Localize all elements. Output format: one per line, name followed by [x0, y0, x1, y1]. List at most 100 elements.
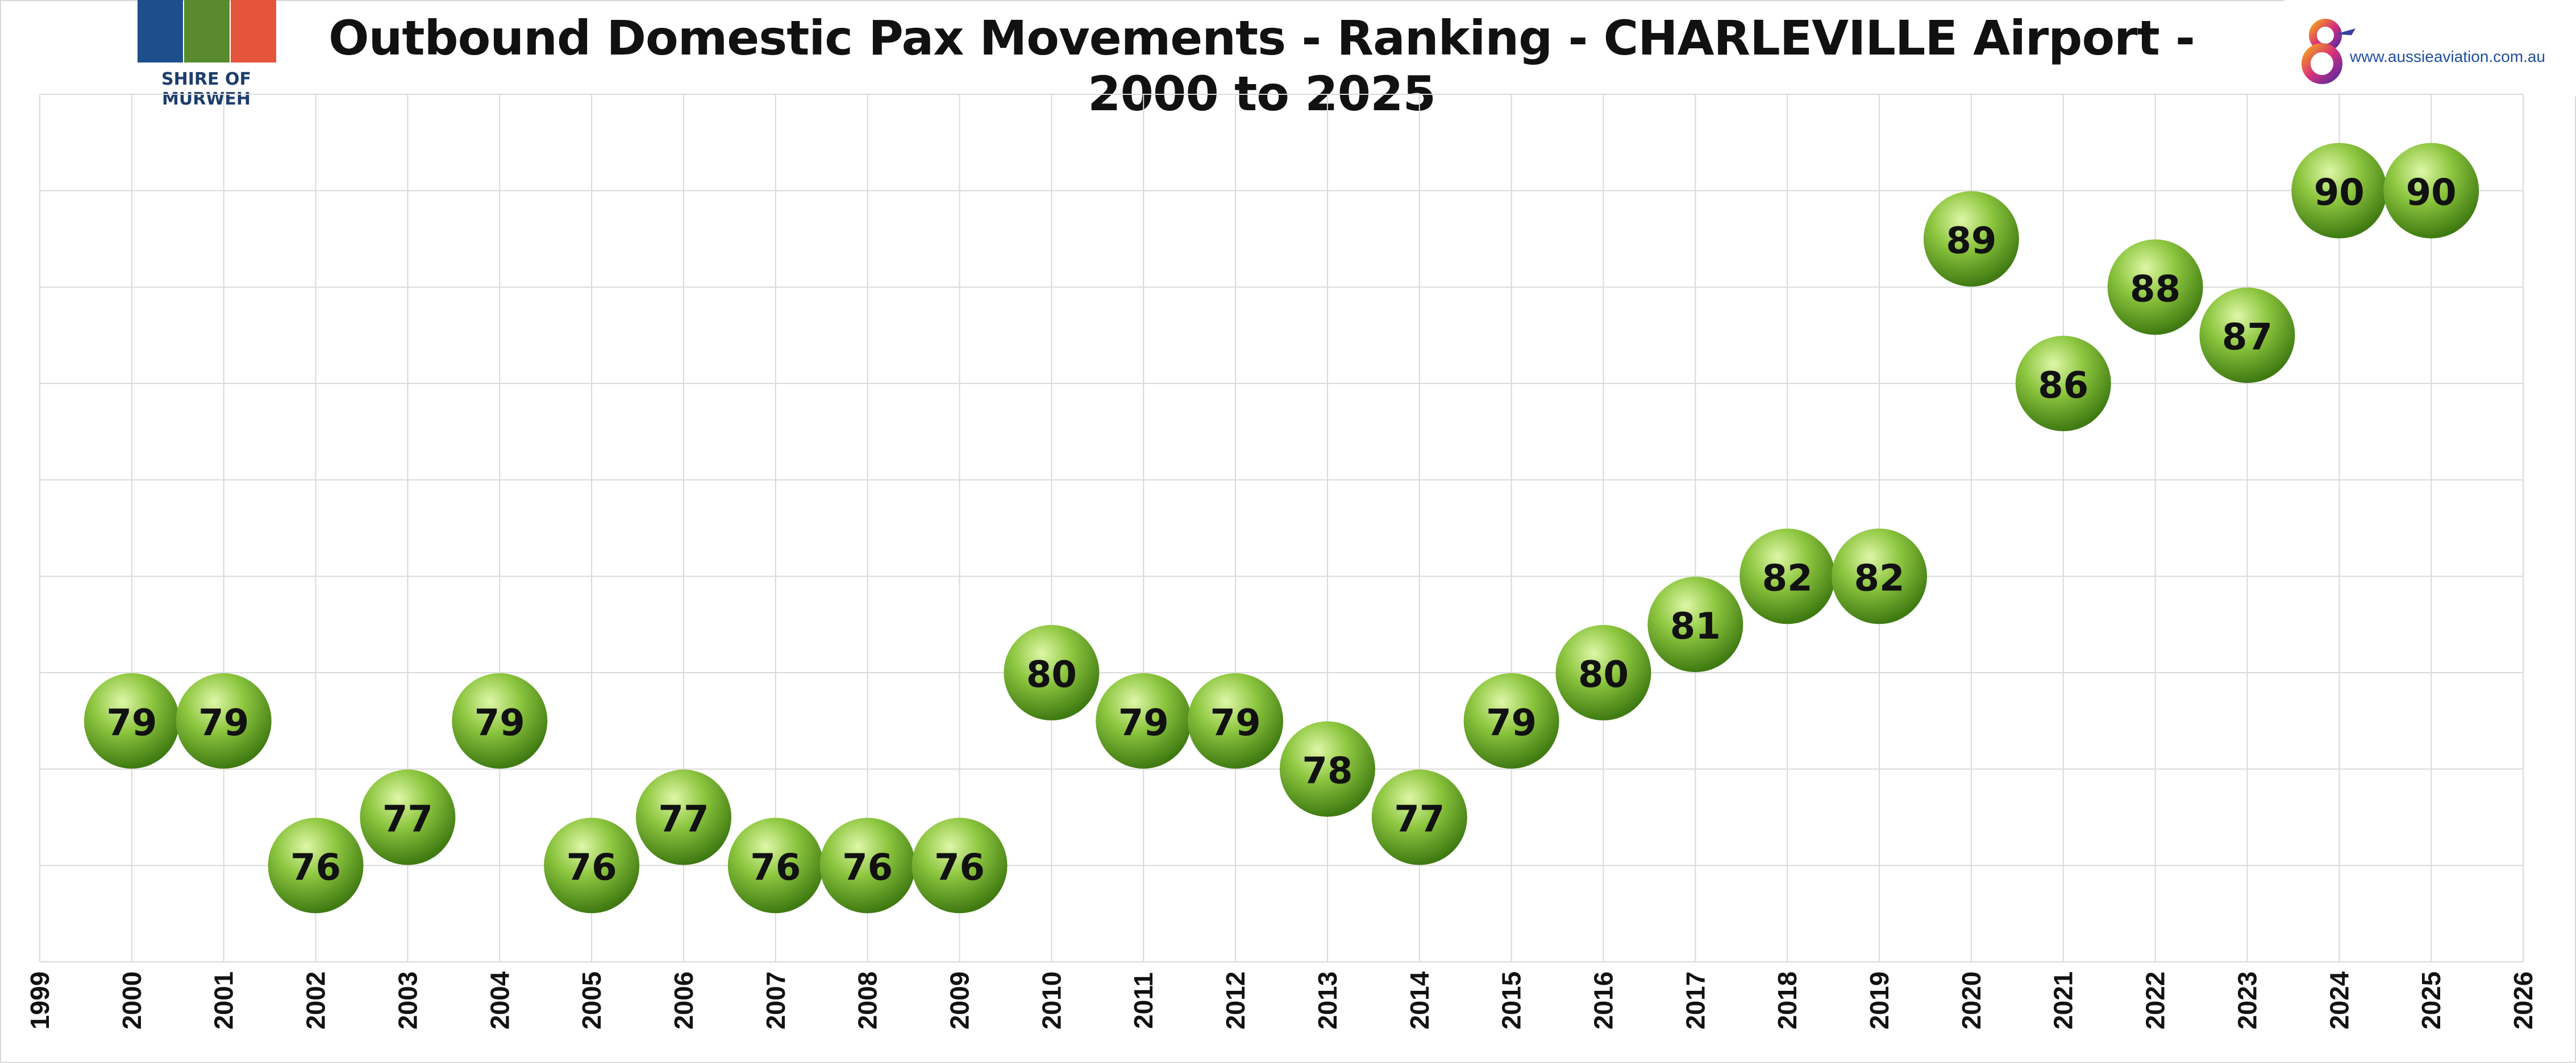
- data-point-marker: [360, 769, 456, 865]
- data-point: 76: [544, 818, 640, 914]
- data-point: 76: [912, 818, 1008, 914]
- data-point-label: 86: [2038, 365, 2088, 407]
- data-point: 90: [2383, 143, 2479, 239]
- x-tick-label: 2012: [1221, 972, 1250, 1029]
- logo-panel-red: [231, 0, 276, 62]
- data-point: 76: [268, 818, 364, 914]
- x-tick-label: 2002: [301, 972, 331, 1029]
- x-tick-label: 2016: [1588, 972, 1618, 1029]
- data-point-label: 79: [198, 702, 249, 744]
- aussie-aviation-logo[interactable]: www.aussieaviation.com.au: [2284, 0, 2576, 97]
- data-point-marker: [2199, 287, 2295, 383]
- data-point: 88: [2107, 239, 2203, 335]
- data-point-marker: [1739, 528, 1836, 624]
- data-point-label: 77: [1394, 799, 1445, 841]
- x-tick-label: 2011: [1129, 972, 1158, 1029]
- data-point-label: 77: [382, 799, 433, 841]
- data-point-label: 89: [1946, 220, 1996, 262]
- data-point-label: 79: [1210, 702, 1261, 744]
- data-point: 77: [635, 769, 731, 865]
- data-point-label: 88: [2130, 268, 2180, 310]
- logo-caption: SHIRE OF MURWEH: [161, 69, 251, 109]
- data-point-marker: [2107, 239, 2203, 335]
- data-point: 78: [1279, 721, 1375, 817]
- data-point-marker: [912, 818, 1008, 914]
- data-point-label: 87: [2222, 316, 2273, 358]
- data-point-label: 90: [2314, 172, 2365, 214]
- data-point-marker: [1371, 769, 1467, 865]
- data-point: 82: [1739, 528, 1836, 624]
- data-point-label: 80: [1026, 654, 1077, 696]
- data-point: 76: [727, 818, 823, 914]
- data-point-marker: [2291, 143, 2387, 239]
- data-point-label: 82: [1762, 557, 1813, 599]
- x-axis-ticks: 1999 2000 2001 2002 2003 2004 2005 2006 2007 2008…: [25, 971, 2538, 1029]
- data-point-label: 79: [106, 702, 157, 744]
- data-point-marker: [1004, 625, 1100, 720]
- x-tick-label: 2018: [1772, 972, 1802, 1029]
- x-tick-label: 2023: [2232, 972, 2262, 1029]
- x-tick-label: 2007: [761, 972, 790, 1029]
- x-tick-label: 2010: [1037, 972, 1066, 1029]
- x-tick-label: 2013: [1313, 972, 1342, 1029]
- aussie-aviation-url[interactable]: www.aussieaviation.com.au: [2350, 48, 2545, 65]
- data-point: 77: [360, 769, 456, 865]
- data-point: 81: [1647, 577, 1743, 673]
- data-point-marker: [1096, 673, 1192, 769]
- data-point: 80: [1004, 625, 1100, 720]
- data-point-label: 77: [658, 799, 709, 841]
- x-tick-label: 2019: [1865, 972, 1894, 1029]
- data-point: 79: [176, 673, 272, 769]
- x-tick-label: 2004: [485, 971, 514, 1029]
- data-point-label: 79: [475, 702, 525, 744]
- logo-panel-green: [184, 0, 230, 62]
- data-point: 79: [84, 673, 180, 769]
- data-point-label: 81: [1670, 606, 1721, 648]
- logo-panel-blue: [138, 0, 183, 62]
- data-point: 87: [2199, 287, 2295, 383]
- data-point-marker: [176, 673, 272, 769]
- x-tick-label: 2025: [2416, 972, 2446, 1029]
- x-tick-label: 2020: [1957, 972, 1986, 1029]
- x-tick-label: 2009: [945, 972, 975, 1029]
- data-point-marker: [1647, 577, 1743, 673]
- x-tick-label: 2026: [2508, 972, 2538, 1029]
- data-point: 79: [1463, 673, 1559, 769]
- x-tick-label: 2021: [2049, 972, 2078, 1029]
- x-tick-label: 2001: [209, 972, 239, 1029]
- data-point-label: 76: [567, 847, 617, 889]
- x-tick-label: 2003: [393, 972, 422, 1029]
- data-point: 79: [1096, 673, 1192, 769]
- x-tick-label: 2000: [117, 972, 147, 1029]
- data-point-label: 76: [750, 847, 801, 889]
- data-point-label: 80: [1578, 654, 1629, 696]
- data-point-marker: [268, 818, 364, 914]
- data-points: 79 79 76 77 79 76 77 76 76 76 80 79 79 78 77 79 80 81 82 82…: [84, 143, 2479, 914]
- x-tick-label: 2005: [577, 972, 606, 1029]
- data-point-marker: [544, 818, 640, 914]
- data-point-marker: [84, 673, 180, 769]
- data-point-marker: [1188, 673, 1284, 769]
- data-point-label: 76: [842, 847, 893, 889]
- data-point-label: 76: [290, 847, 341, 889]
- data-point-marker: [1463, 673, 1559, 769]
- data-point: 82: [1832, 528, 1928, 624]
- data-point-marker: [1832, 528, 1928, 624]
- x-tick-label: 2015: [1497, 972, 1526, 1029]
- data-point: 76: [819, 818, 915, 914]
- data-point-label: 79: [1118, 702, 1169, 744]
- data-point-label: 90: [2406, 172, 2457, 214]
- x-tick-label: 2008: [853, 972, 883, 1029]
- data-point: 90: [2291, 143, 2387, 239]
- data-point-marker: [2383, 143, 2479, 239]
- data-point-marker: [1555, 625, 1651, 720]
- data-point-marker: [1923, 191, 2019, 287]
- data-point: 79: [452, 673, 548, 769]
- data-point-marker: [727, 818, 823, 914]
- x-tick-label: 2024: [2324, 971, 2354, 1029]
- x-tick-label: 1999: [25, 972, 55, 1029]
- data-point: 86: [2015, 336, 2111, 431]
- data-point-label: 82: [1854, 557, 1905, 599]
